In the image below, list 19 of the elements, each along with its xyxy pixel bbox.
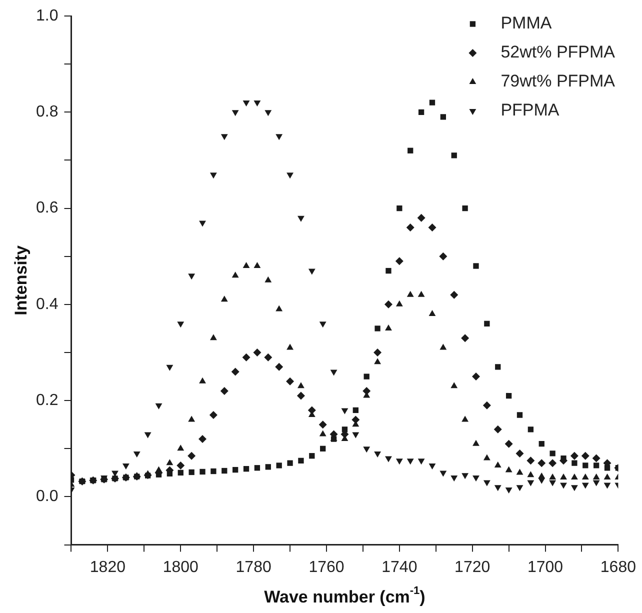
y-tick-label: 0.8 <box>36 104 58 121</box>
x-tick-label: 1800 <box>162 558 199 576</box>
y-tick-label: 0.2 <box>36 392 58 409</box>
x-tick-label: 1700 <box>527 558 564 576</box>
x-tick-label: 1760 <box>308 558 344 576</box>
y-tick-label: 1.0 <box>36 7 58 24</box>
y-tick-label: 0.4 <box>36 296 58 313</box>
legend-label: 79wt% PFPMA <box>500 72 616 91</box>
x-tick-label: 1740 <box>382 558 418 576</box>
x-tick-label: 1780 <box>236 558 272 576</box>
x-tick-label: 1680 <box>600 558 636 576</box>
x-tick-label: 1720 <box>454 558 490 576</box>
legend-label: 52wt% PFPMA <box>500 42 616 62</box>
y-tick-label: 0.0 <box>36 488 58 506</box>
y-axis-title: Intensity <box>12 244 31 316</box>
legend-label: PMMA <box>500 14 552 33</box>
legend-label: PFPMA <box>500 100 560 120</box>
x-tick-label: 1820 <box>90 558 126 576</box>
y-tick-label: 0.6 <box>36 200 58 217</box>
